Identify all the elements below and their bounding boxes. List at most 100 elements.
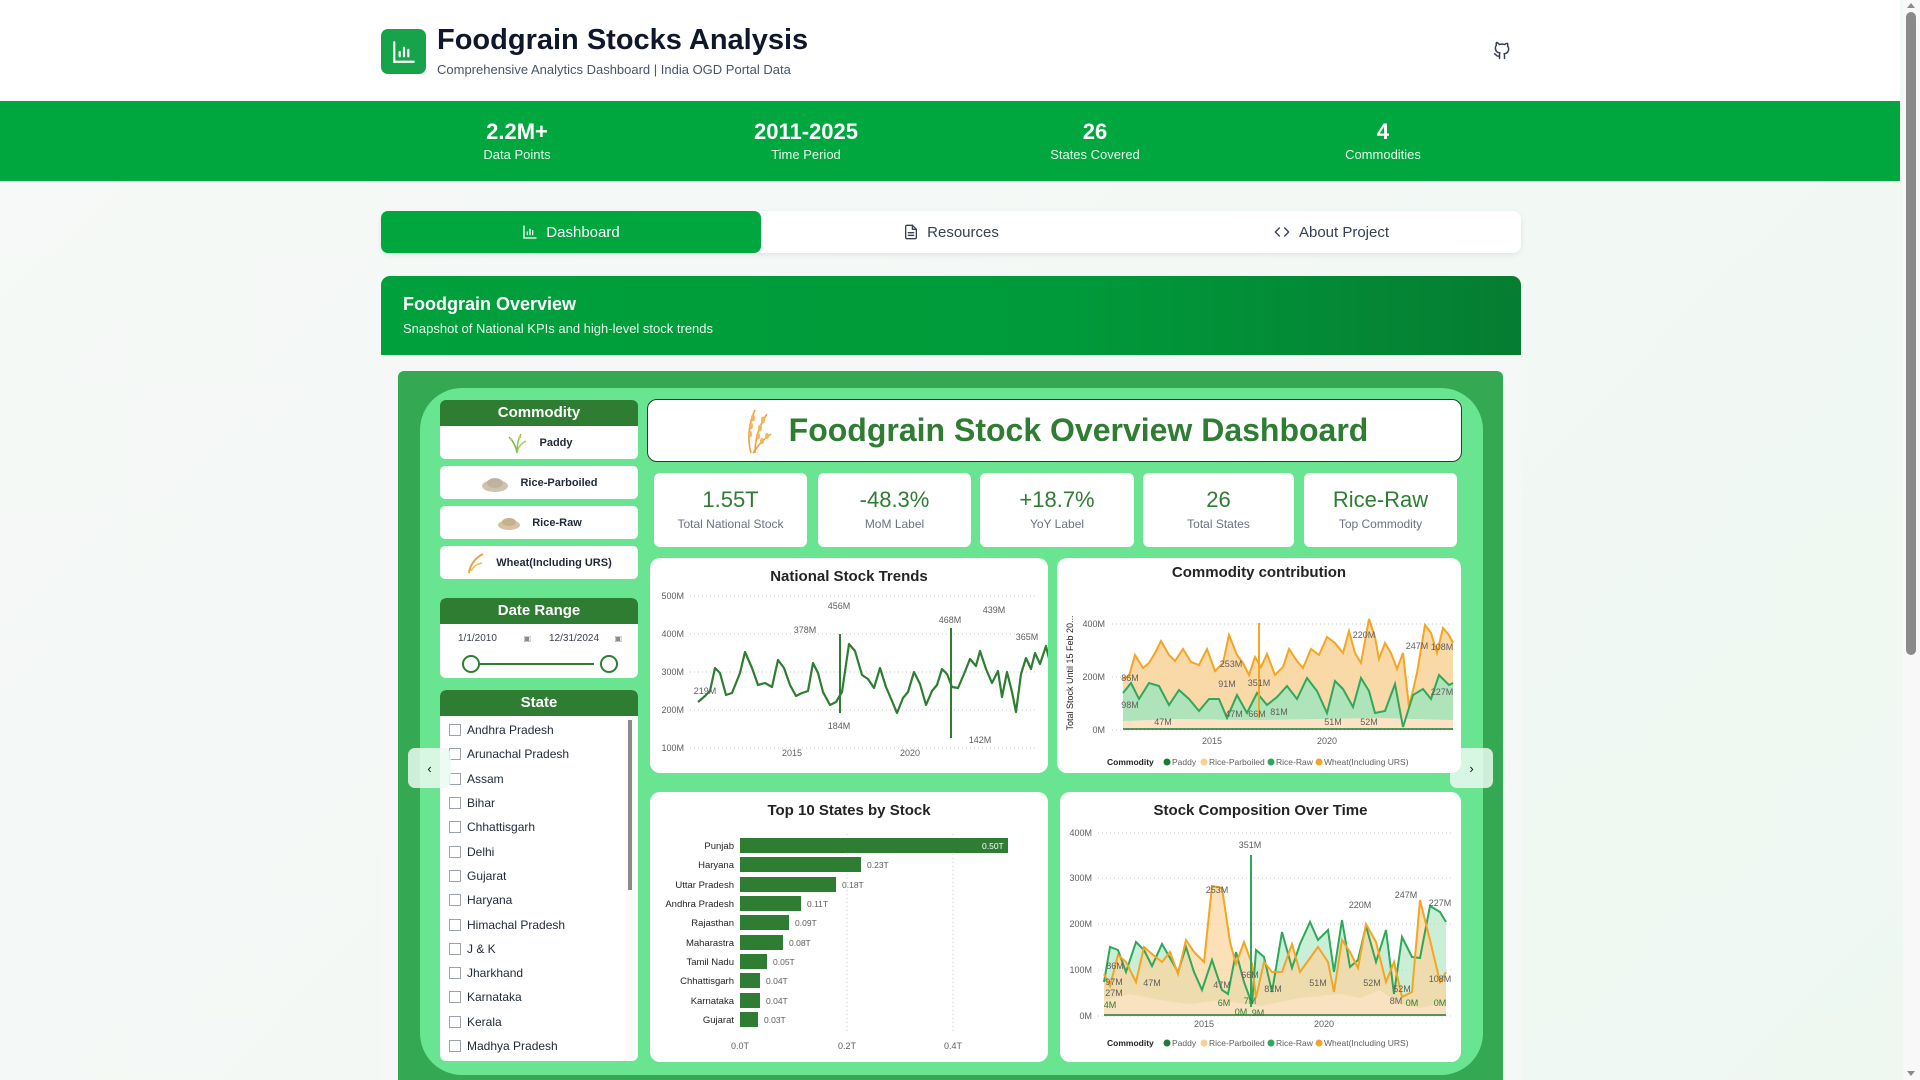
national-stock-trends-chart[interactable]: National Stock Trends 500M 400M 300M 200…	[650, 558, 1048, 773]
svg-text:0.50T: 0.50T	[982, 841, 1004, 851]
slider-end-handle[interactable]	[600, 655, 618, 673]
overview-subtitle: Snapshot of National KPIs and high-level…	[403, 321, 714, 336]
svg-text:100M: 100M	[1069, 965, 1092, 975]
svg-text:66M: 66M	[1241, 970, 1259, 980]
scroll-down-arrow-icon[interactable]	[1907, 1071, 1915, 1076]
checkbox[interactable]	[449, 967, 461, 980]
state-option[interactable]: Assam	[440, 767, 628, 791]
chart-legend: Commodity Paddy Rice-Parboiled Rice-Raw …	[1107, 757, 1409, 767]
state-option[interactable]: Arunachal Pradesh	[440, 742, 628, 766]
tab-label: About Project	[1298, 223, 1390, 241]
state-option[interactable]: Haryana	[440, 888, 628, 912]
slider-start-handle[interactable]	[462, 655, 480, 673]
commodity-paddy[interactable]: Paddy	[440, 426, 638, 459]
svg-text:220M: 220M	[1349, 900, 1372, 910]
svg-text:378M: 378M	[794, 625, 817, 635]
end-date-input[interactable]: 12/31/2024 ▣	[543, 628, 628, 648]
wheat-icon	[468, 552, 484, 573]
state-slicer-title: State	[440, 690, 638, 716]
state-list: Andhra Pradesh Arunachal Pradesh Assam B…	[440, 716, 628, 1061]
svg-text:7M: 7M	[1244, 996, 1257, 1006]
checkbox[interactable]	[449, 894, 461, 907]
stock-composition-chart[interactable]: Stock Composition Over Time 400M 300M 20…	[1060, 792, 1461, 1062]
dashboard-title: Foodgrain Stock Overview Dashboard	[788, 412, 1369, 448]
state-option[interactable]: Chhattisgarh	[440, 815, 628, 839]
commodity-rice-parboiled[interactable]: Rice-Parboiled	[440, 466, 638, 499]
page-scrollbar[interactable]	[1903, 0, 1920, 1080]
overview-banner: Foodgrain Overview Snapshot of National …	[381, 276, 1521, 355]
tab-about-project[interactable]: About Project	[1141, 211, 1521, 253]
svg-text:227M: 227M	[1431, 687, 1454, 697]
top-10-states-chart[interactable]: Top 10 States by Stock Punjab Haryana Ut…	[650, 792, 1048, 1062]
dashboard-title-card: Foodgrain Stock Overview Dashboard	[647, 399, 1462, 462]
state-option[interactable]: Delhi	[440, 839, 628, 863]
commodity-rice-raw[interactable]: Rice-Raw	[440, 506, 638, 539]
date-range-title: Date Range	[440, 598, 638, 624]
state-option[interactable]: Bihar	[440, 791, 628, 815]
calendar-icon[interactable]: ▣	[614, 633, 622, 643]
svg-text:Wheat(Including URS): Wheat(Including URS)	[1324, 757, 1409, 767]
state-option[interactable]: Jharkhand	[440, 961, 628, 985]
stat-states-covered: 26 States Covered	[1050, 119, 1140, 162]
svg-text:Haryana: Haryana	[698, 860, 735, 871]
state-option[interactable]: Karnataka	[440, 985, 628, 1009]
tab-dashboard[interactable]: Dashboard	[381, 211, 761, 253]
checkbox[interactable]	[449, 821, 461, 834]
previous-page-button[interactable]: ‹	[408, 748, 451, 788]
checkbox[interactable]	[449, 942, 461, 955]
svg-text:Andhra Pradesh: Andhra Pradesh	[665, 899, 734, 910]
checkbox[interactable]	[449, 845, 461, 858]
checkbox[interactable]	[449, 869, 461, 882]
chevron-left-icon: ‹	[427, 760, 432, 776]
state-option[interactable]: Kerala	[440, 1010, 628, 1034]
svg-text:0.04T: 0.04T	[766, 996, 788, 1006]
svg-text:219M: 219M	[694, 686, 717, 696]
state-list-scrollbar[interactable]	[628, 720, 632, 890]
svg-text:220M: 220M	[1353, 630, 1376, 640]
svg-text:108M: 108M	[1431, 642, 1454, 652]
github-link[interactable]	[1492, 40, 1512, 60]
kpi-total-national-stock: 1.55T Total National Stock	[654, 473, 807, 547]
checkbox[interactable]	[449, 724, 461, 737]
area-chart-plot: 400M 300M 200M 100M 0M 86M 97M 27M 4M 47…	[1069, 828, 1452, 1048]
checkbox[interactable]	[449, 918, 461, 931]
calendar-icon[interactable]: ▣	[523, 633, 531, 643]
svg-text:Punjab: Punjab	[704, 841, 734, 852]
svg-text:439M: 439M	[983, 605, 1006, 615]
stat-time-period: 2011-2025 Time Period	[754, 119, 858, 162]
tab-resources[interactable]: Resources	[761, 211, 1141, 253]
slider-track	[470, 663, 594, 665]
checkbox[interactable]	[449, 1040, 461, 1052]
state-option[interactable]: J & K	[440, 937, 628, 961]
checkbox[interactable]	[449, 1015, 461, 1028]
start-date-input[interactable]: 1/1/2010 ▣	[452, 628, 537, 648]
checkbox[interactable]	[449, 797, 461, 810]
svg-text:253M: 253M	[1220, 659, 1243, 669]
stat-data-points: 2.2M+ Data Points	[483, 119, 551, 162]
svg-text:2015: 2015	[1194, 1019, 1214, 1029]
svg-text:Rice-Raw: Rice-Raw	[1276, 757, 1314, 767]
svg-text:300M: 300M	[661, 667, 684, 677]
tab-label: Resources	[927, 223, 999, 241]
svg-text:Rice-Parboiled: Rice-Parboiled	[1209, 757, 1265, 767]
svg-text:247M: 247M	[1395, 890, 1418, 900]
app-title: Foodgrain Stocks Analysis	[437, 24, 809, 56]
scroll-up-arrow-icon[interactable]	[1907, 3, 1915, 8]
overview-title: Foodgrain Overview	[403, 294, 577, 314]
state-option[interactable]: Himachal Pradesh	[440, 912, 628, 936]
commodity-contribution-chart[interactable]: Commodity contribution Total Stock Until…	[1057, 558, 1461, 773]
state-option[interactable]: Madhya Pradesh	[440, 1034, 628, 1058]
state-slicer: State Andhra Pradesh Arunachal Pradesh A…	[440, 690, 638, 1061]
svg-text:2020: 2020	[1317, 736, 1337, 746]
commodity-wheat[interactable]: Wheat(Including URS)	[440, 546, 638, 579]
checkbox[interactable]	[449, 991, 461, 1004]
scrollbar-thumb[interactable]	[1906, 12, 1916, 655]
svg-text:9M: 9M	[1252, 1008, 1265, 1018]
state-option[interactable]: Andhra Pradesh	[440, 718, 628, 742]
svg-text:2015: 2015	[782, 748, 802, 758]
svg-text:456M: 456M	[828, 601, 851, 611]
svg-text:184M: 184M	[828, 721, 851, 731]
state-option[interactable]: Gujarat	[440, 864, 628, 888]
svg-text:51M: 51M	[1309, 978, 1327, 988]
date-range-slider[interactable]	[462, 654, 618, 674]
